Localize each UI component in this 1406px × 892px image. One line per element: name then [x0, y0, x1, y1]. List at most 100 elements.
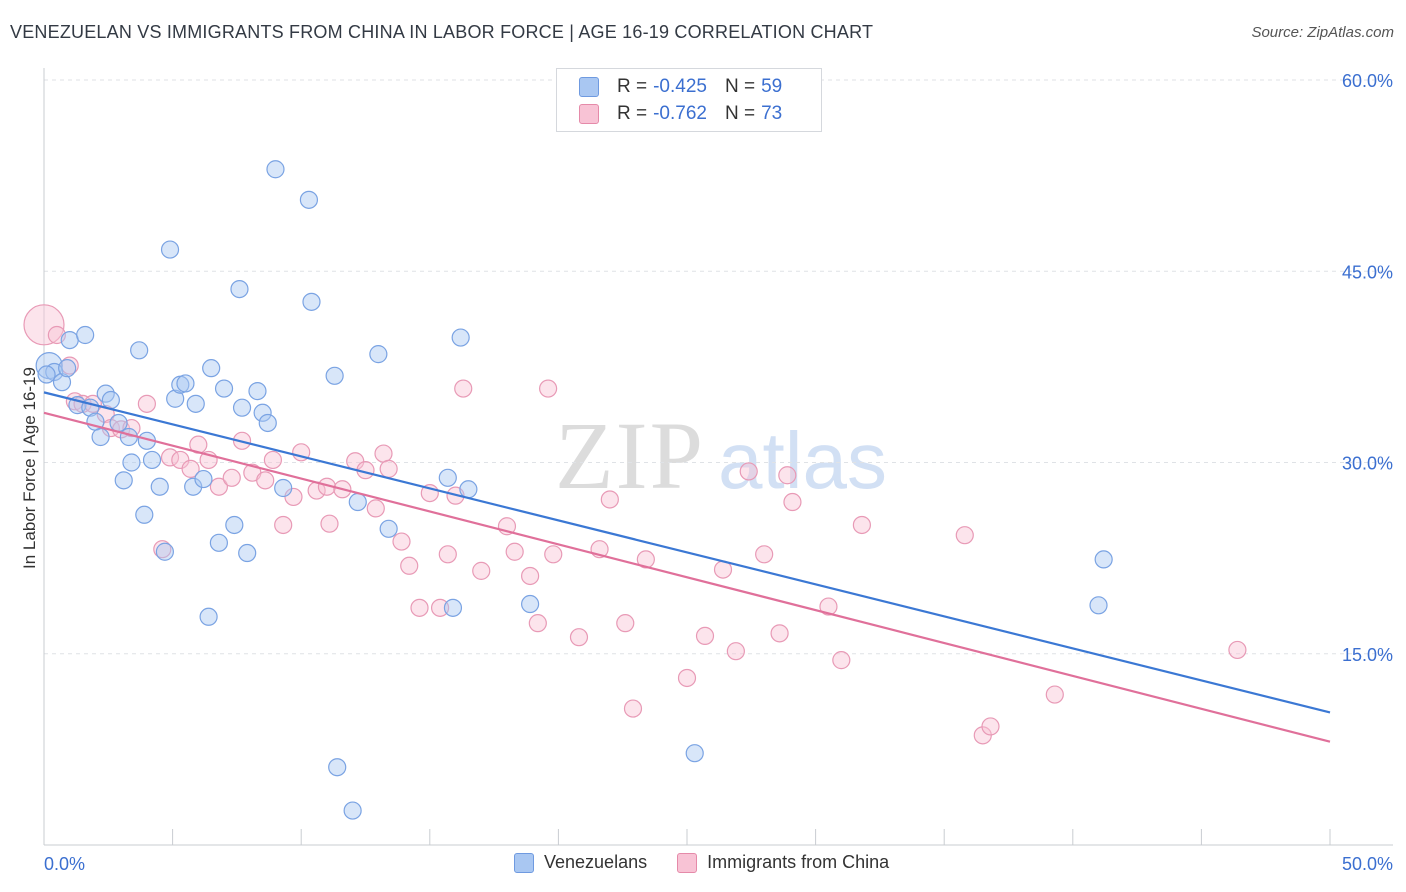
- y-tick-label: 60.0%: [1342, 71, 1393, 91]
- point-china: [410, 598, 429, 617]
- point-china: [832, 651, 851, 670]
- point-china: [569, 628, 589, 647]
- point-venezuelans: [348, 492, 367, 512]
- legend-label-venezuelans: Venezuelans: [544, 852, 648, 872]
- point-china: [505, 542, 524, 561]
- point-china: [819, 597, 838, 616]
- point-china: [770, 624, 789, 643]
- point-venezuelans: [60, 331, 79, 350]
- point-venezuelans: [451, 328, 470, 347]
- x-tick-min: 0.0%: [44, 854, 85, 874]
- point-china: [1045, 685, 1064, 704]
- point-venezuelans: [135, 505, 154, 524]
- point-venezuelans: [302, 292, 321, 311]
- watermark-zip: ZIP: [555, 402, 705, 509]
- legend-swatch-venezuelans: [579, 77, 599, 97]
- y-axis-label: In Labor Force | Age 16-19: [20, 367, 39, 569]
- point-venezuelans: [176, 374, 195, 393]
- y-tick-label: 30.0%: [1342, 454, 1393, 474]
- watermark: ZIP atlas: [555, 402, 887, 509]
- legend-item-venezuelans: Venezuelans: [514, 852, 647, 873]
- point-venezuelans: [328, 758, 347, 777]
- regression-lines: [43, 391, 1331, 743]
- legend-label-china: Immigrants from China: [707, 852, 890, 872]
- point-china: [263, 450, 283, 470]
- point-china: [400, 556, 419, 575]
- point-china: [222, 468, 241, 487]
- point-venezuelans: [274, 478, 293, 498]
- point-venezuelans: [343, 801, 362, 820]
- legend-n-value: 59: [761, 76, 783, 97]
- point-venezuelans: [325, 366, 344, 385]
- point-venezuelans: [1089, 596, 1108, 615]
- point-venezuelans: [369, 345, 388, 364]
- point-venezuelans: [230, 280, 249, 299]
- y-tick-label: 45.0%: [1342, 262, 1393, 282]
- point-venezuelans: [194, 469, 213, 489]
- legend-n-value: 73: [761, 103, 783, 124]
- point-venezuelans: [209, 533, 228, 552]
- point-china: [778, 466, 797, 485]
- point-china: [366, 499, 385, 518]
- point-venezuelans: [155, 542, 174, 561]
- point-china: [181, 459, 200, 478]
- point-china: [783, 492, 802, 512]
- legend-swatch-china: [579, 104, 599, 124]
- point-china: [392, 532, 411, 551]
- point-china: [1228, 640, 1247, 660]
- point-venezuelans: [248, 382, 267, 401]
- regression-line-venezuelans: [43, 391, 1331, 714]
- legend-r-value: -0.762: [653, 103, 707, 124]
- point-venezuelans: [202, 359, 221, 378]
- point-china: [636, 550, 655, 569]
- point-venezuelans: [253, 403, 272, 422]
- point-china: [544, 545, 563, 564]
- point-venezuelans: [232, 398, 252, 417]
- point-china: [454, 379, 473, 398]
- point-china: [374, 444, 393, 463]
- regression-line-china: [43, 411, 1331, 743]
- series-legend: Venezuelans Immigrants from China: [514, 852, 919, 873]
- legend-row-china: R = -0.762 N = 73: [579, 102, 782, 126]
- point-china: [137, 394, 156, 413]
- point-china: [284, 487, 303, 507]
- point-venezuelans: [443, 598, 463, 617]
- x-tick-max: 50.0%: [1342, 854, 1393, 874]
- point-china: [320, 514, 339, 533]
- point-china: [726, 642, 745, 661]
- point-venezuelans: [142, 450, 162, 470]
- point-venezuelans: [186, 394, 205, 413]
- point-venezuelans: [122, 453, 141, 472]
- point-china: [60, 356, 79, 375]
- point-china: [695, 626, 715, 646]
- point-china: [472, 561, 491, 580]
- point-venezuelans: [58, 359, 77, 378]
- point-venezuelans: [130, 341, 149, 360]
- legend-r-label: R =: [617, 103, 648, 124]
- point-venezuelans: [258, 413, 277, 433]
- point-china: [623, 699, 643, 718]
- point-venezuelans: [52, 373, 72, 392]
- y-tick-labels: 15.0% 30.0% 45.0% 60.0%: [1342, 71, 1393, 665]
- point-venezuelans: [76, 325, 95, 345]
- legend-item-china: Immigrants from China: [677, 852, 889, 873]
- legend-r-label: R =: [617, 76, 648, 97]
- point-china: [852, 515, 871, 535]
- point-china: [209, 477, 228, 496]
- point-venezuelans: [266, 160, 285, 179]
- point-china: [256, 471, 275, 490]
- point-venezuelans: [685, 744, 704, 763]
- point-china: [677, 668, 697, 688]
- legend-r-value: -0.425: [653, 76, 707, 97]
- source-label: Source: ZipAtlas.com: [1251, 24, 1394, 41]
- y-tick-label: 15.0%: [1342, 645, 1393, 665]
- axes: [43, 68, 1393, 846]
- point-china: [274, 515, 293, 535]
- point-china: [430, 598, 450, 617]
- point-china: [521, 566, 540, 586]
- watermark-atlas: atlas: [718, 416, 887, 505]
- point-venezuelans: [1094, 550, 1113, 569]
- point-venezuelans: [214, 379, 234, 398]
- legend-n-label: N =: [724, 103, 756, 124]
